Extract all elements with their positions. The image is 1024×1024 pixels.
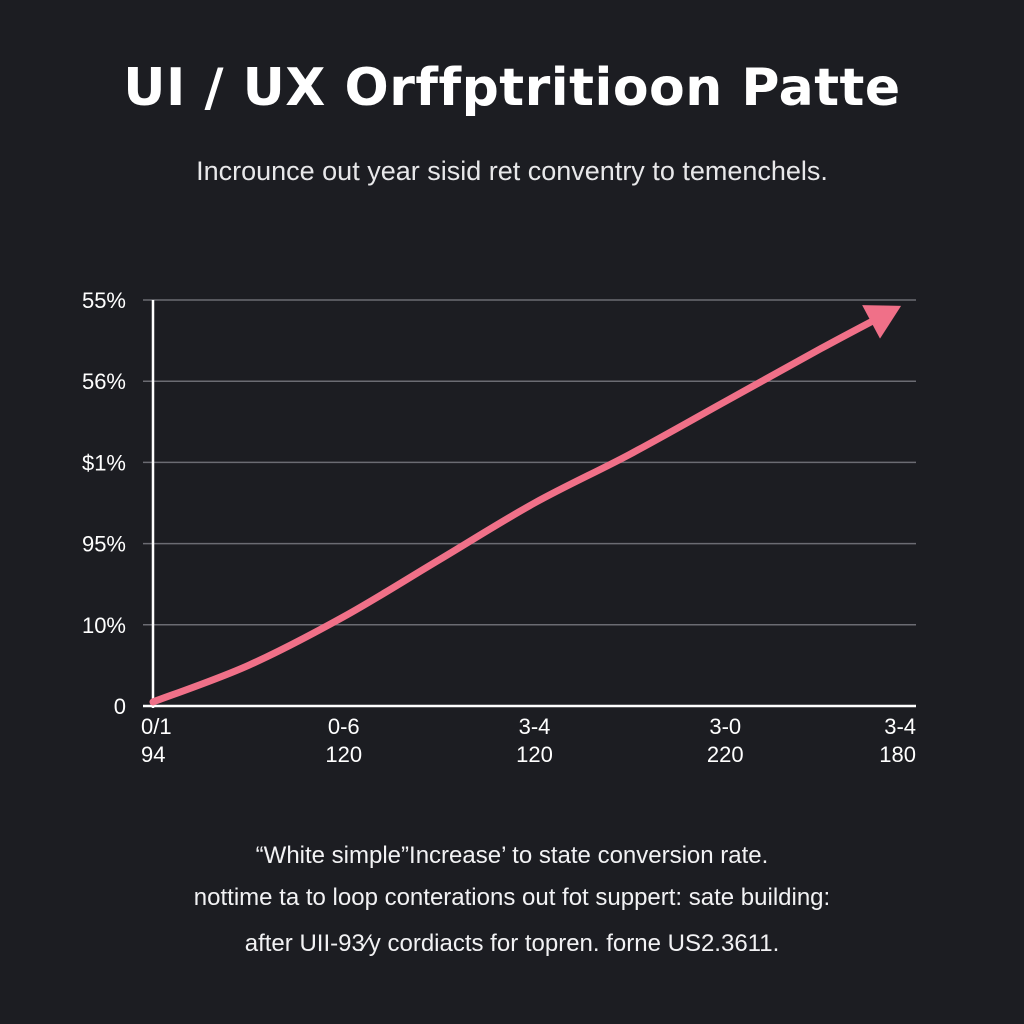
y-tick-label-4: 56% (82, 369, 126, 394)
x-tick-label-bottom-4: 180 (879, 742, 916, 767)
series-line-conversion (149, 312, 886, 706)
x-tick-labels: 0/1 94 0-6 120 3-4 120 3-0 220 3-4 180 (141, 714, 916, 767)
y-tick-label-0: 0 (114, 694, 126, 719)
x-tick-label-bottom-1: 120 (325, 742, 362, 767)
y-tick-label-3: $1% (82, 450, 126, 475)
axes (143, 300, 916, 708)
x-tick-label-bottom-2: 120 (516, 742, 553, 767)
y-tick-label-2: 95% (82, 532, 126, 557)
footer-note-line-1: “White simple”Increase’ to state convers… (255, 842, 769, 869)
x-tick-label-bottom-3: 220 (707, 742, 744, 767)
y-tick-label-1: 10% (82, 613, 126, 638)
chart-title: UI / UX Orffptritioon Patte (123, 58, 901, 118)
y-tick-labels: 0 10% 95% $1% 56% 55% (82, 288, 126, 719)
x-tick-label-top-0: 0/1 (141, 714, 172, 739)
x-tick-label-top-3: 3-0 (709, 714, 741, 739)
x-tick-label-top-1: 0-6 (328, 714, 360, 739)
x-tick-label-bottom-0: 94 (141, 742, 165, 767)
gridlines (143, 299, 916, 626)
footer-note-line-3: after UII-93⁄y cordiacts for topren. for… (244, 930, 780, 957)
x-tick-label-top-2: 3-4 (519, 714, 551, 739)
chart-subtitle: Incrounce out year sisid ret conventry t… (196, 156, 828, 186)
series (149, 305, 902, 706)
footer-note-line-2: nottime ta to loop conterations out fot … (193, 884, 831, 911)
series-arrowhead-conversion (862, 305, 902, 339)
y-tick-label-5: 55% (82, 288, 126, 313)
x-tick-label-top-4: 3-4 (884, 714, 916, 739)
